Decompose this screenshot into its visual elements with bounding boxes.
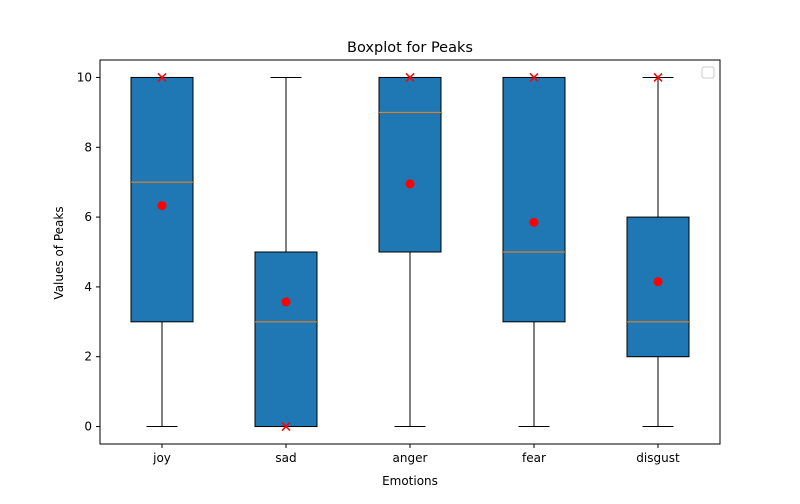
- mode-marker-anger: [405, 72, 415, 82]
- x-tick-label-disgust: disgust: [636, 451, 680, 465]
- y-tick-label: 4: [84, 280, 92, 294]
- mean-marker-anger: [405, 179, 415, 189]
- x-tick-label-fear: fear: [522, 451, 546, 465]
- y-tick-label: 2: [84, 350, 92, 364]
- x-tick-label-joy: joy: [152, 451, 171, 465]
- box-anger: [378, 76, 442, 253]
- chart-title: Boxplot for Peaks: [347, 40, 473, 56]
- x-axis-label: Emotions: [382, 474, 438, 488]
- mode-marker-sad: [281, 422, 291, 432]
- mean-marker-fear: [529, 217, 539, 227]
- mean-marker-disgust: [653, 277, 663, 287]
- y-tick-label: 6: [84, 210, 92, 224]
- y-tick-label: 10: [77, 70, 92, 84]
- y-axis-label: Values of Peaks: [52, 206, 66, 299]
- box-sad: [254, 251, 318, 428]
- x-tick-label-anger: anger: [393, 451, 428, 465]
- mean-marker-sad: [281, 297, 291, 307]
- y-tick-label: 8: [84, 140, 92, 154]
- box-fear: [502, 76, 566, 323]
- box-joy: [130, 76, 194, 323]
- mode-marker-disgust: [653, 72, 663, 82]
- y-tick-label: 0: [84, 420, 92, 434]
- legend-box: [701, 66, 715, 79]
- x-tick-label-sad: sad: [275, 451, 296, 465]
- mean-marker-joy: [157, 201, 167, 211]
- mode-marker-joy: [157, 72, 167, 82]
- plot-area-frame: [99, 59, 721, 445]
- box-disgust: [626, 216, 690, 358]
- mode-marker-fear: [529, 72, 539, 82]
